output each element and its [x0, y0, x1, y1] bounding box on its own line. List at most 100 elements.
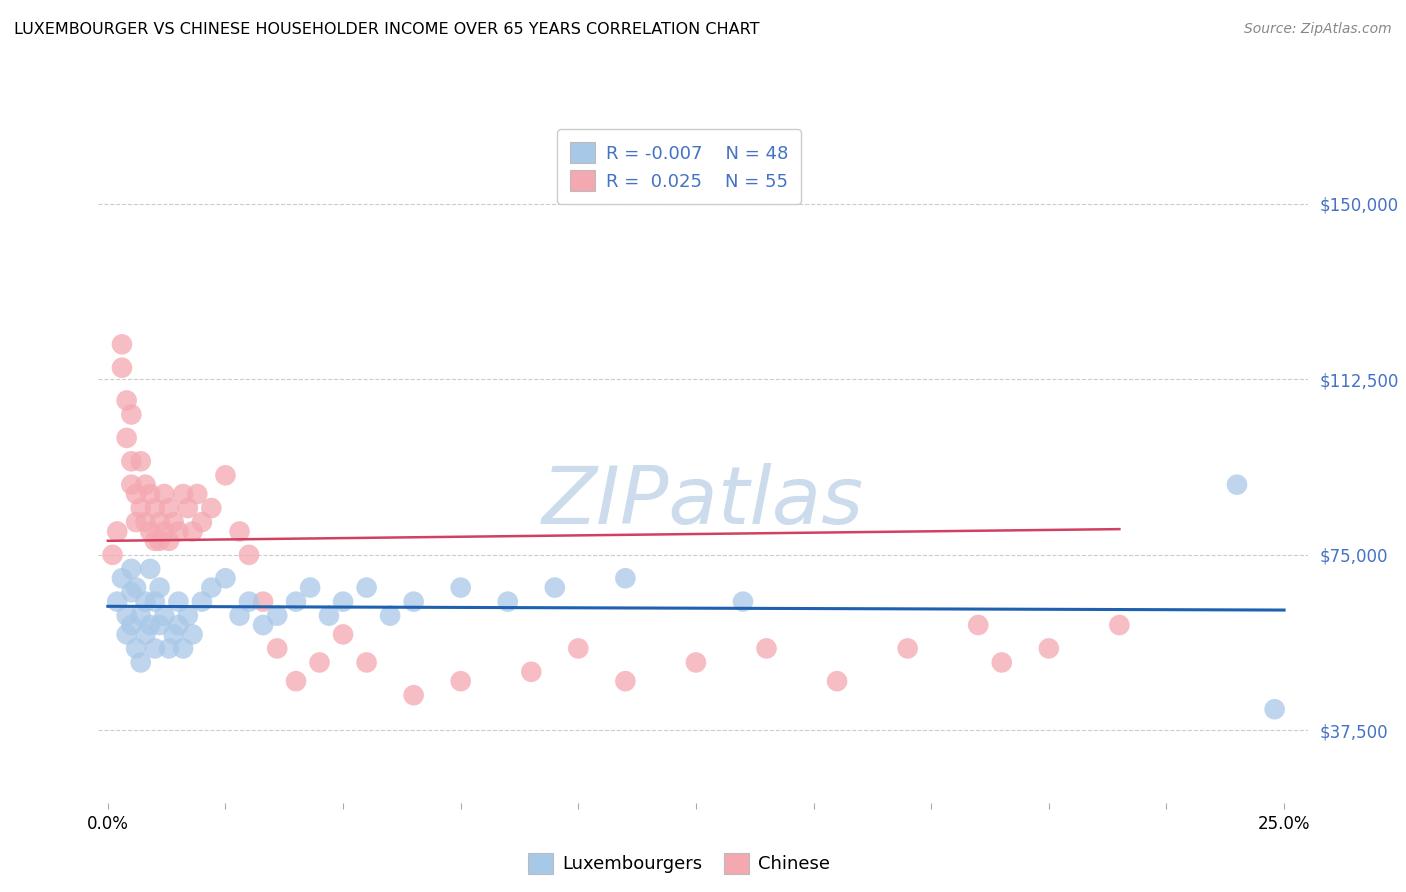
Point [115, 393, 138, 408]
Point [356, 656, 378, 670]
Point [120, 454, 142, 468]
Point [266, 608, 288, 623]
Point [755, 641, 778, 656]
Point [318, 608, 340, 623]
Point [163, 515, 186, 529]
Point [129, 656, 152, 670]
Point [214, 571, 236, 585]
Point [825, 674, 848, 689]
Point [120, 477, 142, 491]
Point [191, 594, 214, 608]
Point [139, 618, 162, 632]
Point [897, 641, 920, 656]
Point [450, 581, 472, 595]
Point [139, 487, 162, 501]
Point [167, 524, 190, 539]
Point [614, 571, 637, 585]
Point [191, 515, 214, 529]
Point [252, 594, 274, 608]
Point [614, 674, 637, 689]
Point [1264, 702, 1286, 716]
Point [163, 627, 186, 641]
Point [186, 487, 208, 501]
Point [731, 594, 754, 608]
Point [567, 641, 589, 656]
Point [685, 656, 707, 670]
Point [105, 594, 128, 608]
Point [143, 641, 166, 656]
Point [101, 548, 124, 562]
Point [149, 618, 172, 632]
Point [450, 674, 472, 689]
Point [177, 501, 200, 516]
Point [143, 533, 166, 548]
Point [111, 360, 134, 375]
Point [285, 594, 308, 608]
Point [177, 608, 200, 623]
Point [402, 688, 425, 702]
Point [129, 501, 152, 516]
Text: Source: ZipAtlas.com: Source: ZipAtlas.com [1244, 22, 1392, 37]
Point [228, 608, 250, 623]
Point [266, 641, 288, 656]
Point [1038, 641, 1060, 656]
Point [520, 665, 543, 679]
Point [120, 408, 142, 422]
Point [1226, 477, 1249, 491]
Point [153, 524, 176, 539]
Point [153, 608, 176, 623]
Point [181, 627, 204, 641]
Point [149, 533, 172, 548]
Point [990, 656, 1012, 670]
Point [402, 594, 425, 608]
Point [200, 501, 222, 516]
Point [167, 618, 190, 632]
Point [120, 562, 142, 576]
Point [172, 641, 194, 656]
Point [544, 581, 567, 595]
Point [115, 608, 138, 623]
Point [120, 618, 142, 632]
Point [129, 454, 152, 468]
Point [157, 641, 180, 656]
Point [228, 524, 250, 539]
Point [115, 431, 138, 445]
Point [111, 337, 134, 351]
Point [172, 487, 194, 501]
Point [134, 627, 156, 641]
Point [332, 594, 354, 608]
Point [143, 501, 166, 516]
Point [157, 533, 180, 548]
Point [332, 627, 354, 641]
Point [115, 627, 138, 641]
Point [125, 515, 148, 529]
Point [214, 468, 236, 483]
Point [125, 581, 148, 595]
Point [238, 594, 260, 608]
Point [200, 581, 222, 595]
Point [153, 487, 176, 501]
Point [967, 618, 990, 632]
Text: ZIPatlas: ZIPatlas [541, 463, 865, 541]
Point [134, 477, 156, 491]
Point [299, 581, 322, 595]
Text: LUXEMBOURGER VS CHINESE HOUSEHOLDER INCOME OVER 65 YEARS CORRELATION CHART: LUXEMBOURGER VS CHINESE HOUSEHOLDER INCO… [14, 22, 759, 37]
Point [496, 594, 519, 608]
Point [238, 548, 260, 562]
Point [105, 524, 128, 539]
Point [139, 562, 162, 576]
Point [308, 656, 330, 670]
Point [134, 594, 156, 608]
Point [157, 501, 180, 516]
Point [125, 641, 148, 656]
Point [143, 594, 166, 608]
Point [1108, 618, 1130, 632]
Point [252, 618, 274, 632]
Point [356, 581, 378, 595]
Legend: Luxembourgers, Chinese: Luxembourgers, Chinese [520, 846, 837, 880]
Point [139, 524, 162, 539]
Point [134, 515, 156, 529]
Point [378, 608, 401, 623]
Point [120, 585, 142, 599]
Point [181, 524, 204, 539]
